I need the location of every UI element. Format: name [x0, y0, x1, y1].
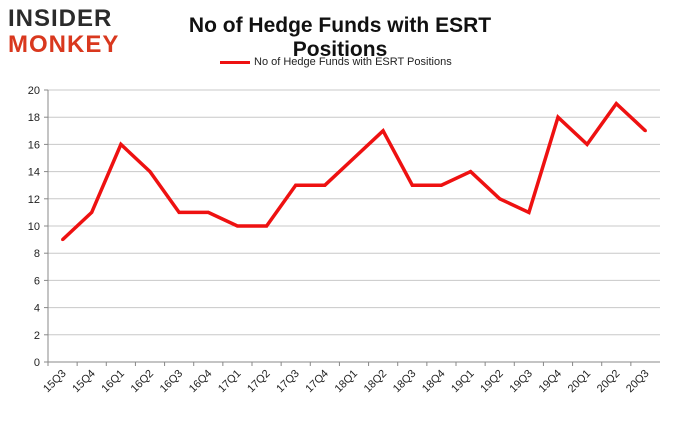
data-point [527, 210, 531, 214]
y-tick-label: 0 [34, 357, 40, 369]
x-tick-label: 20Q3 [624, 368, 652, 396]
data-point [148, 170, 152, 174]
data-point [323, 183, 327, 187]
x-tick-label: 17Q3 [274, 368, 302, 396]
data-point [352, 156, 356, 160]
data-point [469, 170, 473, 174]
x-tick-label: 18Q4 [420, 368, 448, 396]
x-tick-label: 16Q2 [129, 368, 157, 396]
y-tick-label: 12 [28, 194, 40, 206]
data-point [206, 210, 210, 214]
x-tick-label: 16Q3 [158, 368, 186, 396]
legend-swatch [220, 60, 250, 64]
y-tick-label: 14 [28, 167, 40, 179]
x-tick-label: 16Q1 [99, 368, 127, 396]
data-point [439, 183, 443, 187]
x-tick-label: 16Q4 [187, 368, 215, 396]
x-tick-label: 17Q1 [216, 368, 244, 396]
x-tick-label: 19Q2 [478, 368, 506, 396]
legend-label: No of Hedge Funds with ESRT Positions [254, 56, 452, 68]
data-point [294, 183, 298, 187]
y-tick-label: 16 [28, 139, 40, 151]
insider-monkey-logo: INSIDER MONKEY [8, 6, 128, 60]
y-tick-label: 20 [28, 85, 40, 97]
y-tick-label: 8 [34, 248, 40, 260]
y-tick-label: 18 [28, 112, 40, 124]
chart-title: No of Hedge Funds with ESRT Positions [188, 14, 492, 61]
data-point [614, 102, 618, 106]
x-tick-label: 17Q2 [245, 368, 273, 396]
logo-text-line2: MONKEY [8, 31, 120, 58]
data-point [585, 142, 589, 146]
x-axis-ticks: 15Q3 15Q4 16Q1 16Q2 16Q3 16Q4 17Q1 17Q2 17Q3 17Q4… [41, 362, 652, 396]
x-tick-label: 15Q3 [41, 368, 69, 396]
data-point [556, 115, 560, 119]
x-tick-label: 19Q3 [507, 368, 535, 396]
gridlines [47, 89, 660, 363]
x-tick-label: 15Q4 [70, 368, 98, 396]
data-point [177, 210, 181, 214]
data-point [119, 142, 123, 146]
logo-text-line1: INSIDER [8, 5, 113, 32]
x-tick-label: 20Q2 [595, 368, 623, 396]
data-point [265, 224, 269, 228]
x-tick-label: 17Q4 [303, 368, 331, 396]
y-tick-label: 10 [28, 221, 40, 233]
y-tick-label: 6 [34, 275, 40, 287]
data-point [498, 197, 502, 201]
y-tick-label: 4 [34, 303, 40, 315]
x-tick-label: 19Q1 [449, 368, 477, 396]
data-point [61, 238, 65, 242]
data-point [381, 129, 385, 133]
series-lines [61, 100, 647, 242]
x-tick-label: 18Q1 [333, 368, 361, 396]
y-tick-label: 2 [34, 330, 40, 342]
y-axis-ticks: 0 2 4 6 8 10 12 14 16 18 20 [28, 85, 48, 369]
x-tick-label: 19Q4 [537, 368, 565, 396]
data-point [90, 210, 94, 214]
x-tick-label: 18Q3 [391, 368, 419, 396]
data-point [643, 129, 647, 133]
x-tick-label: 18Q2 [362, 368, 390, 396]
chart-legend: No of Hedge Funds with ESRT Positions [220, 54, 452, 70]
x-tick-label: 20Q1 [566, 368, 594, 396]
data-point [410, 183, 414, 187]
data-point [235, 224, 239, 228]
